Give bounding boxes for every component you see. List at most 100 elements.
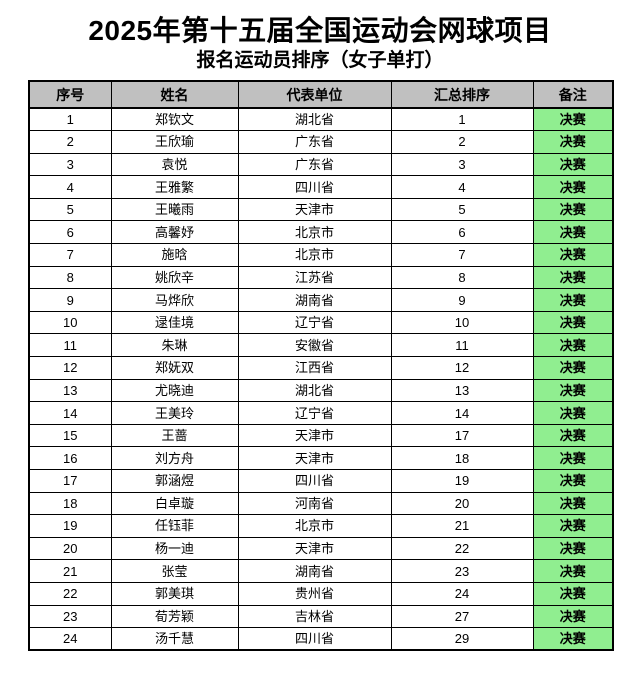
serial-cell: 17 <box>28 469 112 493</box>
rank-cell: 9 <box>390 288 534 312</box>
table-row: 8 姚欣辛 江苏省 8 决赛 <box>28 265 614 290</box>
serial-cell: 13 <box>28 378 112 403</box>
serial-cell: 18 <box>28 491 112 516</box>
name-cell: 施晗 <box>110 243 239 267</box>
unit-cell: 湖南省 <box>237 559 392 583</box>
table-row: 17 郭涵煜 四川省 19 决赛 <box>28 469 614 493</box>
unit-cell: 北京市 <box>237 243 392 267</box>
rank-cell: 27 <box>390 604 534 629</box>
serial-cell: 21 <box>28 559 112 583</box>
header-serial: 序号 <box>28 80 112 109</box>
header-unit: 代表单位 <box>237 80 392 109</box>
unit-cell: 辽宁省 <box>237 310 392 335</box>
unit-cell: 四川省 <box>237 469 392 493</box>
name-cell: 郑钦文 <box>110 107 239 132</box>
remark-cell: 决赛 <box>532 310 614 335</box>
remark-cell: 决赛 <box>532 604 614 629</box>
rank-cell: 19 <box>390 469 534 493</box>
remark-cell: 决赛 <box>532 197 614 222</box>
table-row: 10 逯佳境 辽宁省 10 决赛 <box>28 310 614 335</box>
rank-cell: 23 <box>390 559 534 583</box>
table-body: 1 郑钦文 湖北省 1 决赛 2 王欣瑜 广东省 2 决赛 3 袁悦 广东省 3 决赛 4 王雅繁 四川省 4 决赛 5… <box>28 107 614 651</box>
remark-cell: 决赛 <box>532 378 614 403</box>
table-row: 23 荀芳颖 吉林省 27 决赛 <box>28 604 614 629</box>
unit-cell: 湖南省 <box>237 288 392 312</box>
remark-cell: 决赛 <box>532 333 614 358</box>
unit-cell: 江西省 <box>237 356 392 380</box>
table-row: 22 郭美琪 贵州省 24 决赛 <box>28 581 614 606</box>
unit-cell: 河南省 <box>237 491 392 516</box>
remark-cell: 决赛 <box>532 446 614 470</box>
rank-cell: 12 <box>390 356 534 380</box>
unit-cell: 安徽省 <box>237 333 392 358</box>
remark-cell: 决赛 <box>532 559 614 583</box>
rank-cell: 14 <box>390 401 534 425</box>
unit-cell: 湖北省 <box>237 378 392 403</box>
table-row: 19 任钰菲 北京市 21 决赛 <box>28 514 614 538</box>
remark-cell: 决赛 <box>532 423 614 448</box>
rank-cell: 2 <box>390 130 534 154</box>
rank-cell: 1 <box>390 107 534 132</box>
name-cell: 郭涵煜 <box>110 469 239 493</box>
table-row: 21 张莹 湖南省 23 决赛 <box>28 559 614 583</box>
rank-cell: 3 <box>390 152 534 177</box>
name-cell: 荀芳颖 <box>110 604 239 629</box>
name-cell: 王雅繁 <box>110 175 239 199</box>
rank-cell: 22 <box>390 536 534 561</box>
unit-cell: 天津市 <box>237 446 392 470</box>
serial-cell: 22 <box>28 581 112 606</box>
unit-cell: 江苏省 <box>237 265 392 290</box>
serial-cell: 14 <box>28 401 112 425</box>
table-row: 4 王雅繁 四川省 4 决赛 <box>28 175 614 199</box>
table-row: 1 郑钦文 湖北省 1 决赛 <box>28 107 614 132</box>
remark-cell: 决赛 <box>532 220 614 245</box>
unit-cell: 湖北省 <box>237 107 392 132</box>
name-cell: 马烨欣 <box>110 288 239 312</box>
remark-cell: 决赛 <box>532 152 614 177</box>
name-cell: 朱琳 <box>110 333 239 358</box>
name-cell: 汤千慧 <box>110 627 239 651</box>
rank-cell: 6 <box>390 220 534 245</box>
remark-cell: 决赛 <box>532 265 614 290</box>
table-row: 16 刘方舟 天津市 18 决赛 <box>28 446 614 470</box>
serial-cell: 8 <box>28 265 112 290</box>
rank-cell: 18 <box>390 446 534 470</box>
serial-cell: 10 <box>28 310 112 335</box>
serial-cell: 9 <box>28 288 112 312</box>
rank-cell: 13 <box>390 378 534 403</box>
name-cell: 王蔷 <box>110 423 239 448</box>
name-cell: 刘方舟 <box>110 446 239 470</box>
name-cell: 逯佳境 <box>110 310 239 335</box>
remark-cell: 决赛 <box>532 469 614 493</box>
header-name: 姓名 <box>110 80 239 109</box>
unit-cell: 广东省 <box>237 130 392 154</box>
remark-cell: 决赛 <box>532 356 614 380</box>
table-row: 12 郑妩双 江西省 12 决赛 <box>28 356 614 380</box>
remark-cell: 决赛 <box>532 401 614 425</box>
table-row: 14 王美玲 辽宁省 14 决赛 <box>28 401 614 425</box>
rank-cell: 8 <box>390 265 534 290</box>
name-cell: 王欣瑜 <box>110 130 239 154</box>
serial-cell: 19 <box>28 514 112 538</box>
table-row: 6 高馨妤 北京市 6 决赛 <box>28 220 614 245</box>
table-row: 11 朱琳 安徽省 11 决赛 <box>28 333 614 358</box>
rank-cell: 20 <box>390 491 534 516</box>
table-row: 3 袁悦 广东省 3 决赛 <box>28 152 614 177</box>
serial-cell: 2 <box>28 130 112 154</box>
document-page: 2025年第十五届全国运动会网球项目 报名运动员排序（女子单打） 序号 姓名 代… <box>0 15 640 652</box>
unit-cell: 北京市 <box>237 220 392 245</box>
serial-cell: 6 <box>28 220 112 245</box>
unit-cell: 贵州省 <box>237 581 392 606</box>
unit-cell: 四川省 <box>237 175 392 199</box>
rank-cell: 21 <box>390 514 534 538</box>
unit-cell: 天津市 <box>237 423 392 448</box>
header-rank: 汇总排序 <box>390 80 534 109</box>
name-cell: 尤晓迪 <box>110 378 239 403</box>
serial-cell: 7 <box>28 243 112 267</box>
table-header: 序号 姓名 代表单位 汇总排序 备注 <box>28 80 614 109</box>
table-row: 13 尤晓迪 湖北省 13 决赛 <box>28 378 614 403</box>
table-row: 24 汤千慧 四川省 29 决赛 <box>28 627 614 651</box>
rank-cell: 29 <box>390 627 534 651</box>
unit-cell: 四川省 <box>237 627 392 651</box>
serial-cell: 11 <box>28 333 112 358</box>
